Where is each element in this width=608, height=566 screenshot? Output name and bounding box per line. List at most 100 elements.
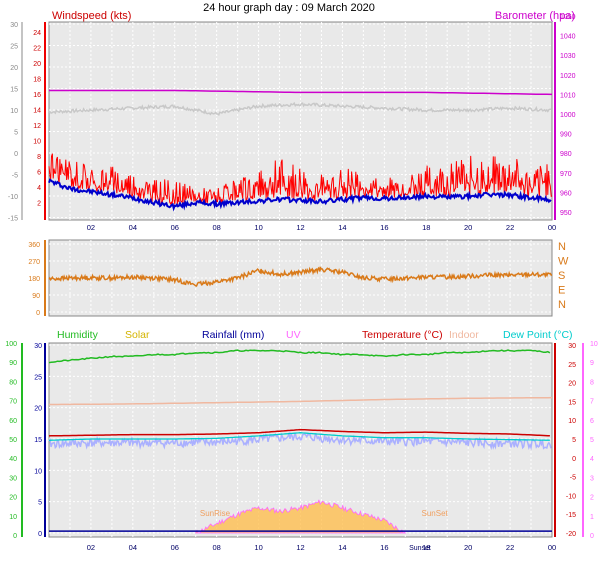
barometer-tick-label: 1010 [560,92,576,99]
humidity-tick-label: 30 [9,475,17,482]
humidity-tick-label: 0 [13,533,17,540]
temp-x-tick-label: 00 [548,543,556,552]
legend-solar: Solar [125,329,150,341]
wind-outer-tick-label: 5 [14,130,18,137]
compass-tick-label: E [558,285,565,297]
uv-tick-label: 9 [590,360,594,367]
temp-x-tick-label: 18 [422,543,430,552]
dew-point-line [48,432,550,441]
temperature-tick-label: -10 [566,493,576,500]
rainfall-tick-label: 5 [38,500,42,507]
legend-rainfall: Rainfall (mm) [202,329,264,341]
wind-tick-label: 8 [37,154,41,161]
wind-x-tick-label: 16 [380,223,388,232]
barometer-tick-label: 1050 [560,14,576,21]
barometer-axis-label: Barometer (hpa) [495,10,575,22]
compass-tick-label: N [558,241,566,253]
temperature-tick-label: 5 [572,437,576,444]
rainfall-tick-label: 30 [34,343,42,350]
uv-tick-label: 0 [590,533,594,540]
humidity-tick-label: 80 [9,379,17,386]
compass-tick-label: W [558,256,569,268]
temp-x-tick-label: 14 [338,543,346,552]
wind-tick-label: 6 [37,169,41,176]
wind-outer-tick-label: 15 [10,87,18,94]
barometer-tick-label: 970 [560,171,572,178]
wind-x-tick-label: 14 [338,223,346,232]
legend-humidity: Humidity [57,329,99,341]
barometer-tick-label: 950 [560,210,572,217]
temperature-tick-label: -5 [570,475,576,482]
uv-tick-label: 6 [590,418,594,425]
wind-tick-label: 24 [33,30,41,37]
wind-outer-tick-label: -15 [8,216,18,223]
wind-x-tick-label: 12 [296,223,304,232]
barometer-tick-label: 1000 [560,112,576,119]
wind-x-tick-label: 06 [171,223,179,232]
legend-dew-point: Dew Point (°C) [503,329,573,341]
barometer-tick-label: 1040 [560,34,576,41]
wind-average-line [48,178,552,212]
wind-tick-label: 18 [33,76,41,83]
humidity-tick-label: 100 [5,341,17,348]
uv-tick-label: 2 [590,495,594,502]
temp-x-tick-label: 02 [87,543,95,552]
direction-tick-label: 180 [28,276,40,283]
temp-x-tick-label: 20 [464,543,472,552]
barometer-line [49,89,553,96]
wind-outer-tick-label: 30 [10,22,18,29]
sunset-label: SunSet [422,509,449,518]
wind-tick-label: 4 [37,185,41,192]
temperature-line [48,428,550,437]
wind-outer-tick-label: -10 [8,194,18,201]
wind-axis-label: Windspeed (kts) [52,10,131,22]
compass-tick-label: S [558,270,565,282]
legend-indoor: Indoor [449,329,479,341]
temperature-tick-label: 10 [568,418,576,425]
legend-temperature: Temperature (°C) [362,329,443,341]
temp-x-tick-label: 08 [212,543,220,552]
wind-gust-line [48,153,553,206]
temp-x-tick-label: 16 [380,543,388,552]
uv-tick-label: 7 [590,399,594,406]
rainfall-tick-label: 0 [38,531,42,538]
dew-point-shade-line [48,431,552,451]
barometer-tick-label: 990 [560,132,572,139]
wind-tick-label: 14 [33,107,41,114]
wind-outer-tick-label: 10 [10,108,18,115]
rainfall-tick-label: 10 [34,468,42,475]
indoor-line [49,396,553,406]
uv-tick-label: 10 [590,341,598,348]
barometer-tick-label: 1020 [560,73,576,80]
wind-x-tick-label: 04 [129,223,137,232]
temp-x-tick-label: 12 [296,543,304,552]
wind-outer-tick-label: 0 [14,151,18,158]
wind-tick-label: 12 [33,123,41,130]
temperature-tick-label: 20 [568,381,576,388]
wind-outer-tick-label: -5 [12,173,18,180]
barometer-tick-label: 960 [560,190,572,197]
barometer-tick-label: 980 [560,151,572,158]
humidity-tick-label: 60 [9,418,17,425]
temp-x-tick-label: 06 [171,543,179,552]
sunrise-label: SunRise [200,509,231,518]
barometer-tick-label: 1030 [560,53,576,60]
wind-tick-label: 22 [33,45,41,52]
wind-x-tick-label: 00 [548,223,556,232]
wind-tick-label: 10 [33,138,41,145]
sunset-axis-label: Sunset [409,545,431,552]
temperature-humidity-panel: 1009080706050403020100302520151050302520… [5,329,598,552]
wind-x-tick-label: 10 [254,223,262,232]
uv-tick-label: 5 [590,437,594,444]
wind-outer-tick-label: 25 [10,44,18,51]
humidity-tick-label: 50 [9,437,17,444]
temp-x-tick-label: 10 [254,543,262,552]
humidity-tick-label: 20 [9,495,17,502]
humidity-line [48,349,551,364]
wind-tick-label: 20 [33,61,41,68]
temp-x-tick-label: 22 [506,543,514,552]
humidity-tick-label: 40 [9,456,17,463]
